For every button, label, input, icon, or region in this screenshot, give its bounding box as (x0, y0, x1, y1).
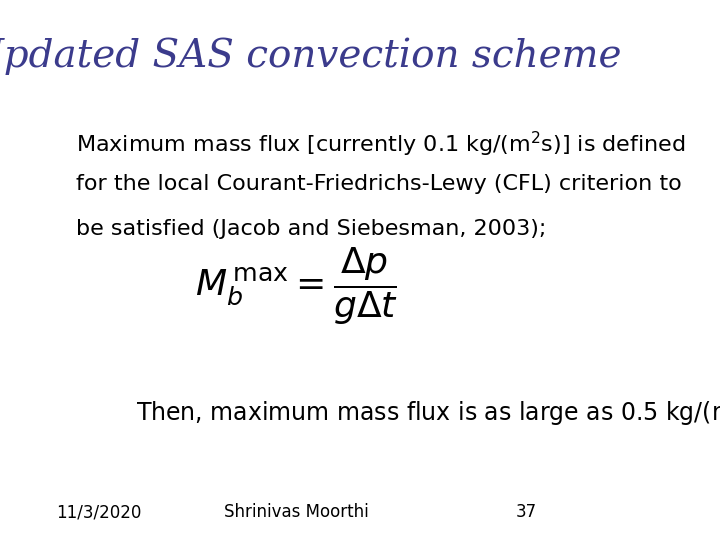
Text: for the local Courant-Friedrichs-Lewy (CFL) criterion to: for the local Courant-Friedrichs-Lewy (C… (76, 174, 682, 194)
Text: 11/3/2020: 11/3/2020 (56, 503, 142, 521)
Text: Then, maximum mass flux is as large as 0.5 kg/(m$^2$s): Then, maximum mass flux is as large as 0… (136, 397, 720, 429)
Text: 37: 37 (516, 503, 536, 521)
Text: Shrinivas Moorthi: Shrinivas Moorthi (224, 503, 369, 521)
Text: $M_b^{\,\mathrm{max}} = \dfrac{\Delta p}{g\Delta t}$: $M_b^{\,\mathrm{max}} = \dfrac{\Delta p}… (195, 246, 398, 327)
Text: be satisfied (Jacob and Siebesman, 2003);: be satisfied (Jacob and Siebesman, 2003)… (76, 219, 546, 239)
Text: Maximum mass flux [currently 0.1 kg/(m$^2$s)] is defined: Maximum mass flux [currently 0.1 kg/(m$^… (76, 130, 685, 159)
Text: Updated SAS convection scheme: Updated SAS convection scheme (0, 38, 621, 75)
